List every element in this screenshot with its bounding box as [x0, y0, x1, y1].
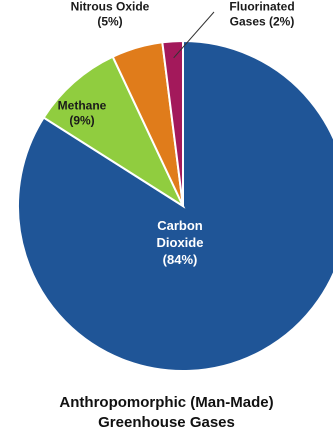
chart-title-line-2: Greenhouse Gases — [98, 414, 235, 431]
label-nitrous-oxide: Nitrous Oxide (5%) — [71, 0, 150, 29]
slice-fluorinated-gases — [161, 39, 184, 207]
slice-labels: Carbon Dioxide (84%) Methane (9%) Nitrous Oxi… — [58, 0, 295, 267]
label-carbon-dioxide: Carbon Dioxide (84%) — [157, 218, 204, 267]
leader-fluorinated-gases — [173, 11, 215, 59]
leader-lines — [173, 11, 215, 59]
slice-carbon-dioxide — [17, 39, 333, 372]
chart-title: Anthropomorphic (Man-Made) Greenhouse Ga… — [0, 393, 333, 433]
slice-methane — [42, 55, 186, 209]
label-methane: Methane (9%) — [58, 99, 107, 128]
label-fluorinated-gases: Fluorinated Gases (2%) — [229, 0, 294, 29]
pie-slices — [17, 39, 333, 372]
chart-title-line-1: Anthropomorphic (Man-Made) — [59, 394, 274, 411]
